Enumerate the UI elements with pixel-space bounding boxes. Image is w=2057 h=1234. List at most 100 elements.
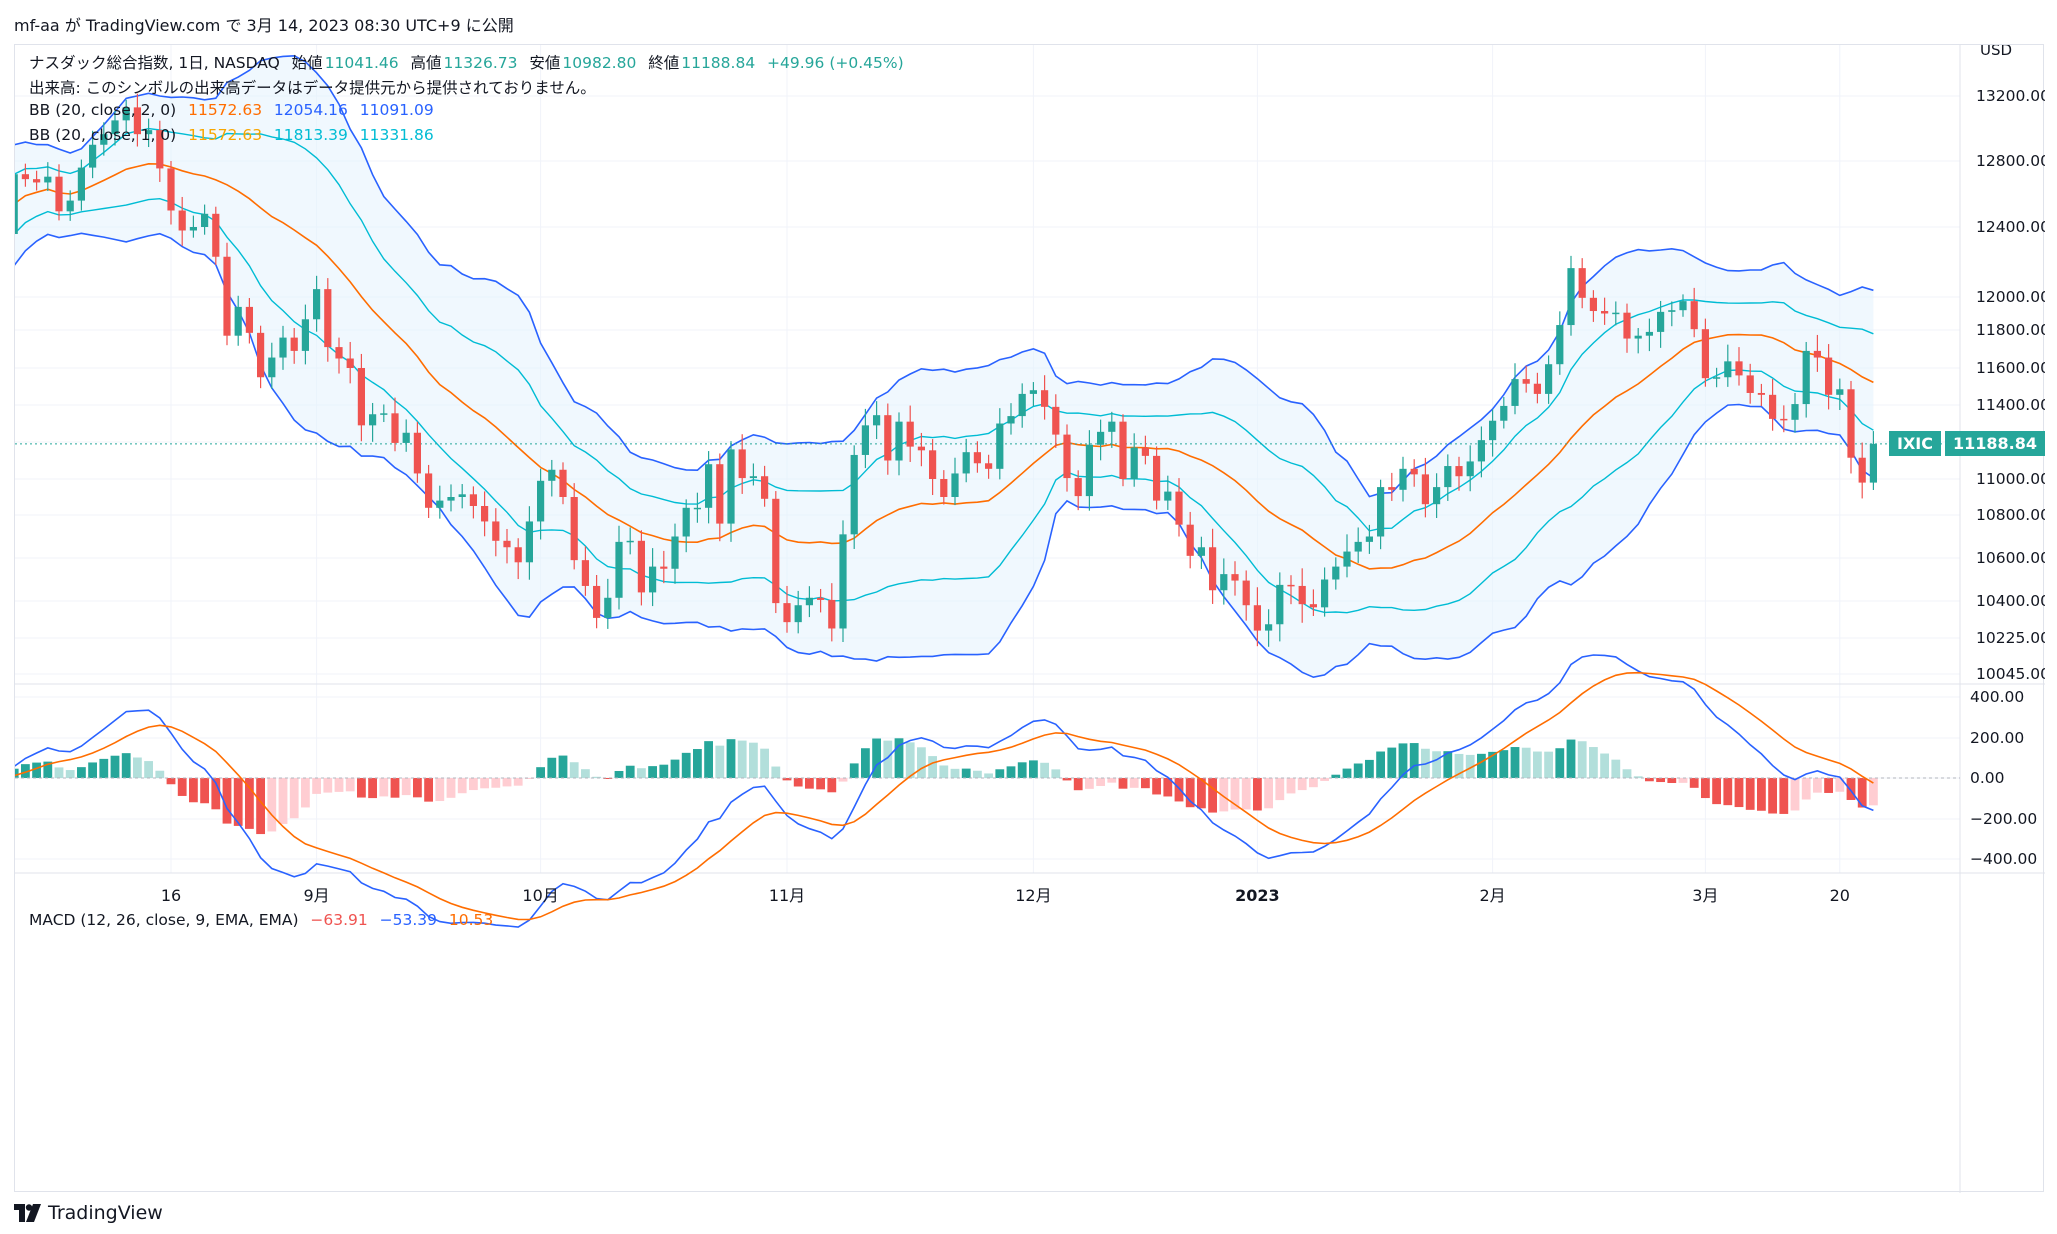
candle-body[interactable] [145, 130, 153, 135]
macd-histogram-bar[interactable] [133, 757, 142, 778]
macd-histogram-bar[interactable] [1085, 778, 1094, 789]
macd-histogram-bar[interactable] [278, 778, 288, 824]
macd-histogram-bar[interactable] [1062, 778, 1072, 781]
candle-body[interactable] [1063, 434, 1071, 479]
macd-histogram-bar[interactable] [1869, 778, 1878, 806]
macd-histogram-bar[interactable] [233, 778, 243, 826]
candle-body[interactable] [425, 473, 433, 508]
macd-histogram-bar[interactable] [1499, 750, 1509, 778]
candle-body[interactable] [1567, 268, 1575, 326]
candle-body[interactable] [1197, 547, 1205, 556]
candle-body[interactable] [1813, 350, 1821, 358]
macd-histogram-bar[interactable] [1309, 778, 1318, 788]
macd-histogram-bar[interactable] [939, 765, 949, 778]
macd-histogram-bar[interactable] [838, 778, 848, 782]
macd-label[interactable]: MACD (12, 26, close, 9, EMA, EMA) [29, 911, 299, 929]
bb1-label[interactable]: BB (20, close, 2, 0) [29, 101, 177, 119]
candle-body[interactable] [1018, 393, 1026, 417]
candle-body[interactable] [1556, 325, 1564, 365]
macd-histogram-bar[interactable] [54, 767, 64, 778]
candle-body[interactable] [1343, 551, 1351, 567]
candle-body[interactable] [884, 415, 892, 461]
macd-histogram-bar[interactable] [1230, 778, 1240, 810]
macd-histogram-bar[interactable] [1723, 778, 1733, 806]
macd-histogram-bar[interactable] [1219, 778, 1229, 812]
candle-body[interactable] [1164, 491, 1172, 501]
macd-histogram-bar[interactable] [1118, 778, 1128, 789]
candle-body[interactable] [1119, 421, 1127, 479]
macd-histogram-bar[interactable] [1633, 776, 1643, 778]
macd-histogram-bar[interactable] [1029, 760, 1038, 778]
candle-body[interactable] [436, 500, 444, 508]
macd-histogram-bar[interactable] [782, 778, 792, 781]
candle-body[interactable] [996, 423, 1004, 469]
candle-body[interactable] [1701, 329, 1709, 379]
macd-histogram-bar[interactable] [110, 755, 120, 778]
candle-body[interactable] [906, 421, 914, 447]
macd-histogram-bar[interactable] [65, 770, 75, 778]
candle-body[interactable] [1578, 268, 1586, 298]
candle-body[interactable] [1455, 466, 1463, 477]
macd-histogram-bar[interactable] [166, 778, 176, 785]
macd-histogram-bar[interactable] [189, 778, 198, 803]
macd-histogram-bar[interactable] [469, 778, 478, 791]
candle-body[interactable] [1802, 350, 1810, 405]
macd-histogram-bar[interactable] [1667, 778, 1677, 784]
candle-body[interactable] [1679, 301, 1687, 311]
candle-body[interactable] [503, 540, 511, 548]
candle-body[interactable] [402, 432, 410, 443]
macd-histogram-bar[interactable] [737, 740, 747, 778]
macd-histogram-bar[interactable] [1600, 753, 1609, 778]
macd-histogram-bar[interactable] [1197, 778, 1206, 809]
macd-histogram-bar[interactable] [1376, 751, 1385, 778]
macd-histogram-bar[interactable] [457, 778, 467, 794]
macd-histogram-bar[interactable] [1331, 774, 1341, 778]
candle-body[interactable] [1242, 580, 1250, 606]
candle-body[interactable] [44, 176, 52, 183]
macd-histogram-bar[interactable] [301, 778, 310, 808]
candle-body[interactable] [985, 463, 993, 469]
macd-histogram-bar[interactable] [894, 738, 904, 778]
macd-histogram-bar[interactable] [995, 769, 1005, 778]
macd-histogram-bar[interactable] [1275, 778, 1285, 801]
candle-body[interactable] [671, 536, 679, 569]
macd-histogram-bar[interactable] [816, 778, 825, 790]
candle-body[interactable] [581, 560, 589, 586]
macd-histogram-bar[interactable] [681, 752, 691, 778]
macd-histogram-bar[interactable] [43, 761, 53, 778]
candle-body[interactable] [660, 566, 668, 569]
candle-body[interactable] [481, 506, 489, 522]
candle-body[interactable] [1220, 574, 1228, 591]
macd-histogram-bar[interactable] [625, 765, 635, 778]
candle-body[interactable] [1074, 478, 1082, 497]
candle-body[interactable] [1354, 541, 1362, 552]
macd-histogram-bar[interactable] [502, 778, 512, 787]
candle-body[interactable] [469, 494, 477, 506]
candle-body[interactable] [21, 174, 29, 180]
candle-body[interactable] [1265, 624, 1273, 631]
candle-body[interactable] [1601, 311, 1609, 314]
macd-histogram-bar[interactable] [256, 778, 265, 835]
macd-histogram-bar[interactable] [491, 778, 501, 788]
candle-body[interactable] [637, 540, 645, 593]
candle-body[interactable] [1825, 357, 1833, 395]
macd-histogram-bar[interactable] [805, 778, 814, 789]
macd-histogram-bar[interactable] [1208, 778, 1217, 813]
macd-histogram-bar[interactable] [1521, 747, 1531, 778]
bb-basis-line[interactable] [15, 162, 1874, 570]
macd-histogram-bar[interactable] [1253, 778, 1262, 811]
candle-body[interactable] [313, 289, 321, 320]
macd-histogram-bar[interactable] [1365, 759, 1374, 778]
macd-histogram-bar[interactable] [211, 778, 221, 810]
candle-body[interactable] [783, 603, 791, 623]
macd-histogram-bar[interactable] [928, 756, 937, 778]
candle-body[interactable] [100, 134, 108, 145]
candle-body[interactable] [1399, 468, 1407, 490]
candle-body[interactable] [290, 337, 298, 351]
macd-histogram-bar[interactable] [357, 778, 366, 798]
macd-histogram-bar[interactable] [905, 742, 915, 778]
candle-body[interactable] [514, 547, 522, 563]
candle-body[interactable] [346, 358, 354, 369]
candle-body[interactable] [1298, 585, 1306, 605]
macd-histogram-bar[interactable] [1432, 751, 1441, 778]
